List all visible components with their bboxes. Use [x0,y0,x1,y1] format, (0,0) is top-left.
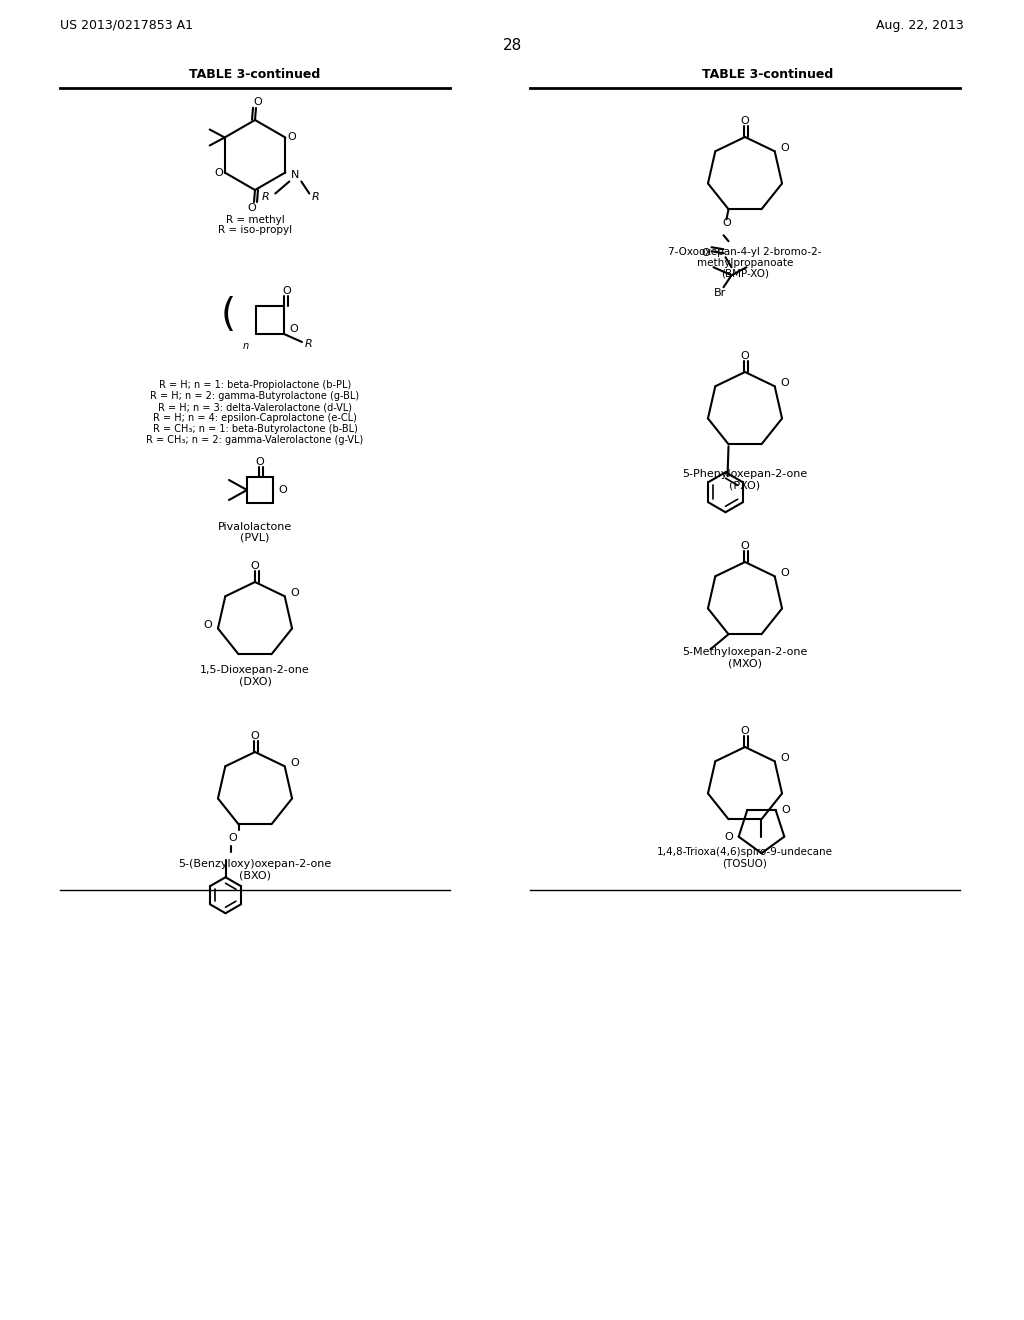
Text: O: O [204,620,212,631]
Text: O: O [287,132,296,143]
Text: O: O [780,144,790,153]
Text: R = H; n = 2: gamma-Butyrolactone (g-BL): R = H; n = 2: gamma-Butyrolactone (g-BL) [151,391,359,401]
Text: (TOSUO): (TOSUO) [723,858,767,869]
Text: O: O [291,758,299,768]
Text: O: O [780,754,790,763]
Text: (: ( [220,296,236,334]
Text: N: N [291,170,299,181]
Text: O: O [279,484,288,495]
Text: R = H; n = 1: beta-Propiolactone (b-PL): R = H; n = 1: beta-Propiolactone (b-PL) [159,380,351,389]
Text: n: n [243,341,249,351]
Text: O: O [254,96,262,107]
Text: 28: 28 [503,37,521,53]
Text: (BMP-XO): (BMP-XO) [721,269,769,279]
Text: O: O [740,351,750,360]
Text: O: O [251,731,259,741]
Text: Pivalolactone: Pivalolactone [218,521,292,532]
Text: US 2013/0217853 A1: US 2013/0217853 A1 [60,18,193,32]
Text: O: O [722,218,731,228]
Text: O: O [740,116,750,125]
Text: 5-Phenyloxepan-2-one: 5-Phenyloxepan-2-one [682,469,808,479]
Text: 1,5-Dioxepan-2-one: 1,5-Dioxepan-2-one [200,665,310,675]
Text: O: O [228,833,237,843]
Text: O: O [248,203,256,213]
Text: O: O [256,457,264,467]
Text: R = H; n = 4: epsilon-Caprolactone (e-CL): R = H; n = 4: epsilon-Caprolactone (e-CL… [153,413,357,422]
Text: O: O [740,726,750,737]
Text: 1,4,8-Trioxa(4,6)spiro-9-undecane: 1,4,8-Trioxa(4,6)spiro-9-undecane [657,847,833,857]
Text: methylpropanoate: methylpropanoate [696,257,794,268]
Text: O: O [780,379,790,388]
Text: R = CH₃; n = 2: gamma-Valerolactone (g-VL): R = CH₃; n = 2: gamma-Valerolactone (g-V… [146,436,364,445]
Text: R = CH₃; n = 1: beta-Butyrolactone (b-BL): R = CH₃; n = 1: beta-Butyrolactone (b-BL… [153,424,357,434]
Text: 7-Oxooxepan-4-yl 2-bromo-2-: 7-Oxooxepan-4-yl 2-bromo-2- [669,247,821,257]
Text: (MXO): (MXO) [728,657,762,668]
Text: O: O [214,168,223,177]
Text: O: O [290,323,298,334]
Text: (BXO): (BXO) [239,870,271,880]
Text: Br: Br [714,288,726,298]
Text: O: O [283,286,292,296]
Text: R: R [261,193,269,202]
Text: (PVL): (PVL) [241,533,269,543]
Text: O: O [724,832,733,842]
Text: R: R [305,339,313,348]
Text: TABLE 3-continued: TABLE 3-continued [189,69,321,82]
Text: TABLE 3-continued: TABLE 3-continued [702,69,834,82]
Text: O: O [251,561,259,572]
Text: (DXO): (DXO) [239,676,271,686]
Text: Aug. 22, 2013: Aug. 22, 2013 [877,18,964,32]
Text: 5-Methyloxepan-2-one: 5-Methyloxepan-2-one [682,647,808,657]
Text: (PXO): (PXO) [729,480,761,490]
Text: 5-(Benzyloxy)oxepan-2-one: 5-(Benzyloxy)oxepan-2-one [178,859,332,869]
Text: O: O [701,248,710,259]
Text: R = iso-propyl: R = iso-propyl [218,224,292,235]
Text: R = methyl: R = methyl [225,215,285,224]
Text: O: O [781,805,790,814]
Text: O: O [291,589,299,598]
Text: R: R [311,193,319,202]
Text: O: O [740,541,750,550]
Text: O: O [780,569,790,578]
Text: R = H; n = 3: delta-Valerolactone (d-VL): R = H; n = 3: delta-Valerolactone (d-VL) [158,403,352,412]
